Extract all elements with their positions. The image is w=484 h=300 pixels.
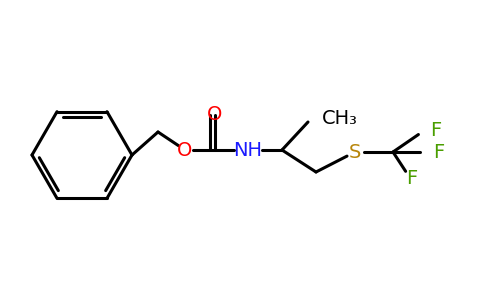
Text: O: O — [177, 140, 193, 160]
Text: F: F — [407, 169, 418, 188]
Text: O: O — [207, 106, 223, 124]
Text: F: F — [430, 121, 441, 140]
Text: CH₃: CH₃ — [322, 109, 358, 128]
Text: S: S — [349, 142, 361, 161]
Text: F: F — [433, 142, 444, 161]
Text: NH: NH — [233, 140, 262, 160]
